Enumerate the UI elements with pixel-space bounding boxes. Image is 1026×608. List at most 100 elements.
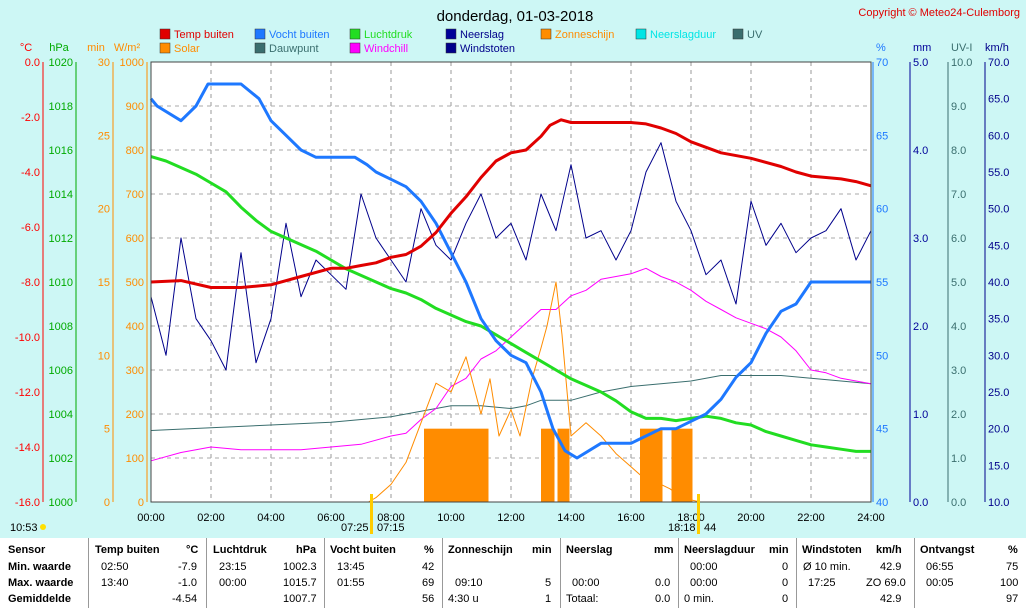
header-rx: Ontvangst	[920, 544, 975, 556]
legend-swatch	[349, 42, 361, 54]
left-axis-tick-label: 0.0	[25, 57, 40, 69]
baro-avg-value: 1007.7	[283, 593, 317, 605]
header-raindur: Neerslagduur	[684, 544, 755, 556]
left-axis-tick-label: 25	[98, 130, 110, 142]
right-axis-tick-label: 65.0	[988, 94, 1009, 106]
left-axis-tick-label: 15	[98, 277, 110, 289]
hum-max-time: 01:55	[337, 577, 365, 589]
left-axis-tick-label: -12.0	[15, 387, 40, 399]
right-axis-tick-label: 55	[876, 277, 888, 289]
left-axis-unit: °C	[20, 42, 32, 54]
right-axis-unit: UV-I	[951, 42, 972, 54]
header-wind-unit: km/h	[876, 544, 902, 556]
left-axis-unit: min	[87, 42, 105, 54]
header-sun: Zonneschijn	[448, 544, 513, 556]
temp-max-time: 13:40	[101, 577, 129, 589]
series-line-luchtdruk	[150, 155, 871, 453]
left-axis-tick-label: -2.0	[21, 112, 40, 124]
legend-swatch	[254, 28, 266, 40]
x-tick-label: 02:00	[197, 512, 225, 524]
baro-max-value: 1015.7	[283, 577, 317, 589]
baro-max-time: 00:00	[219, 577, 247, 589]
copyright-text: Copyright © Meteo24-Culemborg	[858, 7, 1020, 19]
header-rx-unit: %	[1008, 544, 1018, 556]
x-tick-label: 16:00	[617, 512, 645, 524]
header-raindur-unit: min	[769, 544, 789, 556]
x-tick-label: 04:00	[257, 512, 285, 524]
sunshine-bar	[424, 428, 489, 502]
sunrise-label: 07:25	[341, 522, 369, 534]
now-time-label: 10:53	[10, 522, 38, 534]
header-hum: Vocht buiten	[330, 544, 396, 556]
wind-avg-value: 42.9	[880, 593, 902, 605]
header-baro: Luchtdruk	[213, 544, 267, 556]
rain-max-value: 0.0	[655, 577, 671, 589]
legend-label: Neerslagduur	[650, 29, 716, 41]
right-axis-tick-label: 65	[876, 130, 888, 142]
left-axis-unit: hPa	[49, 42, 69, 54]
left-axis-tick-label: 1014	[49, 189, 73, 201]
right-axis-tick-label: 50.0	[988, 204, 1009, 216]
series-line-solar	[368, 281, 701, 503]
right-axis-tick-label: 5.0	[951, 277, 966, 289]
right-axis-tick-label: 3.0	[951, 365, 966, 377]
column-separator	[88, 538, 89, 608]
legend-label: Solar	[174, 43, 200, 55]
legend-label: Vocht buiten	[269, 29, 330, 41]
raindur-max-value: 0	[782, 577, 789, 589]
right-axis-tick-label: 60.0	[988, 130, 1009, 142]
right-axis-tick-label: 1.0	[913, 409, 928, 421]
left-axis-tick-label: 1006	[49, 365, 73, 377]
sunrise-marker	[370, 494, 373, 534]
rain-max-time: 00:00	[572, 577, 600, 589]
legend-swatch	[349, 28, 361, 40]
rain-total-value: 0.0	[655, 593, 671, 605]
right-axis-tick-label: 0.0	[913, 497, 928, 509]
left-axis-unit: W/m²	[114, 42, 141, 54]
legend-swatch	[540, 28, 552, 40]
hum-max-value: 69	[422, 577, 435, 589]
header-sun-unit: min	[532, 544, 552, 556]
right-axis-tick-label: 60	[876, 204, 888, 216]
column-separator	[914, 538, 915, 608]
wind-min-value: 42.9	[880, 561, 902, 573]
right-axis-tick-label: 5.0	[913, 57, 928, 69]
left-axis-tick-label: -6.0	[21, 222, 40, 234]
x-tick-label: 06:00	[317, 512, 345, 524]
right-axis-tick-label: 45	[876, 424, 888, 436]
weather-chart: 00:00 02:00 04:00 06:00 08:00 10:00 12:00 14:00…	[10, 7, 1020, 534]
sun-total-time: 4:30 u	[448, 593, 479, 605]
right-axis-tick-label: 25.0	[988, 387, 1009, 399]
column-separator	[324, 538, 325, 608]
statistics-table: Sensor Min. waarde Max. waarde Gemiddeld…	[0, 538, 1026, 608]
left-axis-tick-label: 100	[126, 453, 144, 465]
left-axis-tick-label: 900	[126, 101, 144, 113]
sun-max-time: 09:10	[455, 577, 483, 589]
legend-swatch	[254, 42, 266, 54]
right-axis-tick-label: 50	[876, 350, 888, 362]
left-axis-tick-label: 600	[126, 233, 144, 245]
left-axis-tick-label: 1012	[49, 233, 73, 245]
right-axis-tick-label: 0.0	[951, 497, 966, 509]
column-separator	[442, 538, 443, 608]
sun-max-value: 5	[545, 577, 552, 589]
column-separator	[796, 538, 797, 608]
right-axis-tick-label: 8.0	[951, 145, 966, 157]
right-axis-tick-label: 10.0	[951, 57, 972, 69]
series-line-temp-buiten	[150, 118, 872, 289]
column-separator	[560, 538, 561, 608]
legend-swatch	[732, 28, 744, 40]
row-label-min: Min. waarde	[8, 561, 71, 573]
right-axis-tick-label: 4.0	[913, 145, 928, 157]
legend-swatch	[445, 28, 457, 40]
right-axis-tick-label: 15.0	[988, 460, 1009, 472]
header-rain: Neerslag	[566, 544, 613, 556]
left-axis-tick-label: 0	[104, 497, 110, 509]
legend-label: Neerslag	[460, 29, 504, 41]
right-axis-tick-label: 30.0	[988, 350, 1009, 362]
left-axis-tick-label: 1000	[49, 497, 73, 509]
header-temp-unit: °C	[186, 544, 199, 556]
left-axis-tick-label: 1020	[49, 57, 73, 69]
legend-label: Zonneschijn	[555, 29, 614, 41]
temp-avg-value: -4.54	[172, 593, 198, 605]
